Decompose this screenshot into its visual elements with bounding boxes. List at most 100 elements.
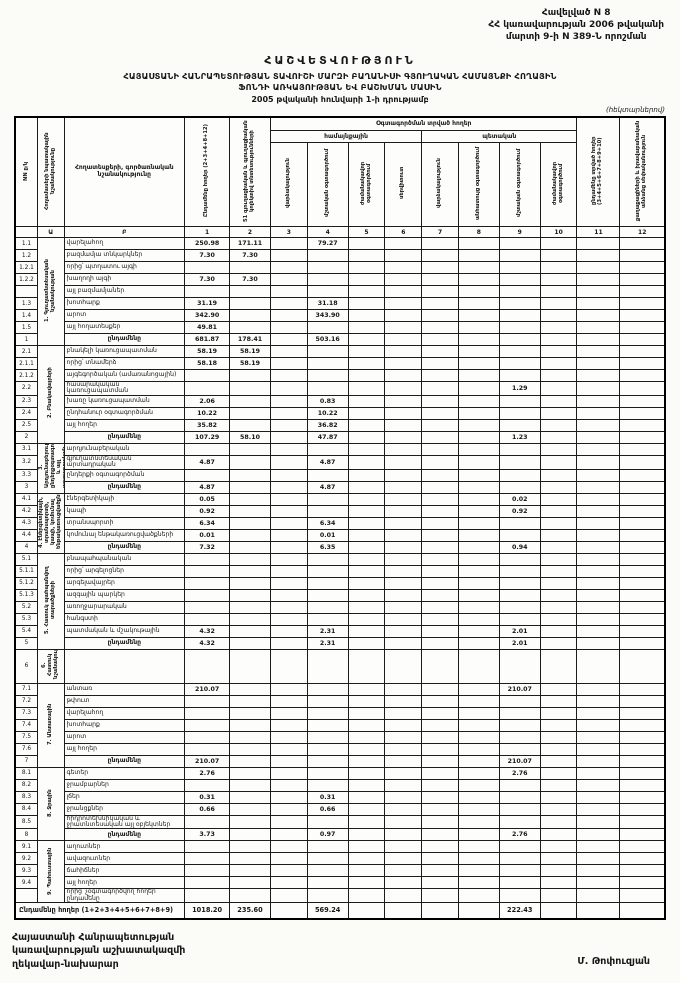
value-cell: 2.31: [306, 624, 349, 638]
value-cell: [306, 778, 349, 792]
row-number: 1.3: [14, 297, 38, 310]
value-cell: [306, 864, 349, 878]
value-cell: [421, 369, 459, 382]
value-cell: [421, 876, 459, 890]
value-cell: [347, 706, 386, 720]
value-cell: [421, 588, 459, 602]
value-cell: [384, 564, 423, 578]
row-number: 4.4: [14, 528, 38, 542]
value-cell: [539, 261, 578, 274]
value-cell: [347, 564, 386, 578]
value-cell: [384, 261, 423, 274]
value-cell: [539, 321, 578, 334]
value-cell: [421, 492, 459, 506]
value-cell: [306, 285, 349, 298]
value-cell: [384, 285, 423, 298]
value-cell: [576, 357, 621, 370]
value-cell: [539, 381, 578, 396]
value-cell: [457, 576, 500, 590]
value-cell: [269, 552, 308, 566]
value-cell: [384, 406, 423, 420]
value-cell: [184, 468, 231, 482]
value-cell: [619, 888, 666, 904]
value-cell: [576, 430, 621, 444]
value-cell: [619, 600, 666, 614]
value-cell: [347, 840, 386, 854]
value-cell: [184, 285, 231, 298]
row-label: որից՝ չօգտագործվող հողեր՝ ընդամենը: [63, 888, 186, 904]
row-label: արոտ: [63, 730, 186, 744]
row-number: 8.5: [14, 814, 38, 830]
appendix-line2: ՀՀ կառավարության 2006 թվականի: [488, 20, 664, 31]
value-cell: 681.87: [184, 333, 231, 346]
row-number: 1: [14, 333, 38, 346]
value-cell: 6.35: [306, 540, 349, 554]
row-label: արգելավայրեր: [63, 576, 186, 590]
value-cell: [421, 442, 459, 456]
value-cell: [539, 504, 578, 518]
value-cell: [539, 333, 578, 346]
value-cell: 47.87: [306, 430, 349, 444]
value-cell: [457, 790, 500, 804]
table-row: որից՝ չօգտագործվող հողեր՝ ընդամենը: [14, 888, 666, 904]
value-cell: [347, 504, 386, 518]
value-cell: 342.90: [184, 309, 231, 322]
col-header-9-text: մշտական օգտագործում: [515, 149, 522, 218]
value-cell: [306, 888, 349, 904]
table-row: 8.3 լճեր 0.31 0.31: [14, 790, 666, 804]
value-cell: [347, 624, 386, 638]
value-cell: [229, 418, 271, 432]
table-row: 1.5 այլ հողատեսքեր 49.81: [14, 321, 666, 334]
value-cell: [269, 321, 308, 334]
value-cell: [184, 564, 231, 578]
land-report-table: NN ը/կ Հողամասերի նպատակային նշանակությո…: [14, 116, 666, 920]
value-cell: [539, 814, 578, 830]
value-cell: 0.83: [306, 394, 349, 408]
value-cell: [539, 273, 578, 286]
value-cell: [269, 682, 308, 696]
value-cell: [384, 828, 423, 842]
value-cell: [576, 394, 621, 408]
value-cell: [384, 840, 423, 854]
value-cell: [269, 564, 308, 578]
value-cell: [576, 406, 621, 420]
value-cell: [457, 802, 500, 816]
value-cell: [229, 864, 271, 878]
value-cell: [539, 730, 578, 744]
value-cell: [539, 552, 578, 566]
table-header: NN ը/կ Հողամասերի նպատակային նշանակությո…: [14, 116, 666, 238]
footer-line1: Հայաստանի Հանրապետության: [12, 932, 175, 944]
row-number: 8.2: [14, 778, 38, 792]
col-header-12: քաղաքացիների և իրավաբանական անձանց սեփակ…: [619, 116, 666, 227]
value-cell: [184, 442, 231, 456]
value-cell: [539, 718, 578, 732]
value-cell: [619, 730, 666, 744]
value-cell: [539, 864, 578, 878]
value-cell: [269, 814, 308, 830]
row-label: ջրամբարներ: [63, 778, 186, 792]
value-cell: [269, 454, 308, 470]
value-cell: [619, 285, 666, 298]
value-cell: [229, 564, 271, 578]
table-row: 2.2 հասարակական կառուցապատման 1.29: [14, 381, 666, 396]
value-cell: [347, 852, 386, 866]
value-cell: [576, 790, 621, 804]
value-cell: [457, 357, 500, 370]
value-cell: [457, 624, 500, 638]
value-cell: [269, 864, 308, 878]
value-cell: [347, 297, 386, 310]
table-row: 8.4 ջրանցքներ 0.66 0.66: [14, 802, 666, 816]
value-cell: 210.07: [498, 682, 541, 696]
value-cell: 210.07: [184, 682, 231, 696]
report-subtitle-1: ՀԱՅԱՍՏԱՆԻ ՀԱՆՐԱՊԵՏՈՒԹՅԱՆ ՏԱՎՈՒՇԻ ՄԱՐԶԻ Բ…: [123, 71, 557, 81]
row-number: 7.6: [14, 742, 38, 756]
value-cell: [269, 754, 308, 768]
value-cell: [229, 840, 271, 854]
row-number: 4: [14, 540, 38, 554]
value-cell: [306, 321, 349, 334]
value-cell: [539, 576, 578, 590]
value-cell: [576, 369, 621, 382]
value-cell: [384, 442, 423, 456]
value-cell: [269, 718, 308, 732]
value-cell: 178.41: [229, 333, 271, 346]
